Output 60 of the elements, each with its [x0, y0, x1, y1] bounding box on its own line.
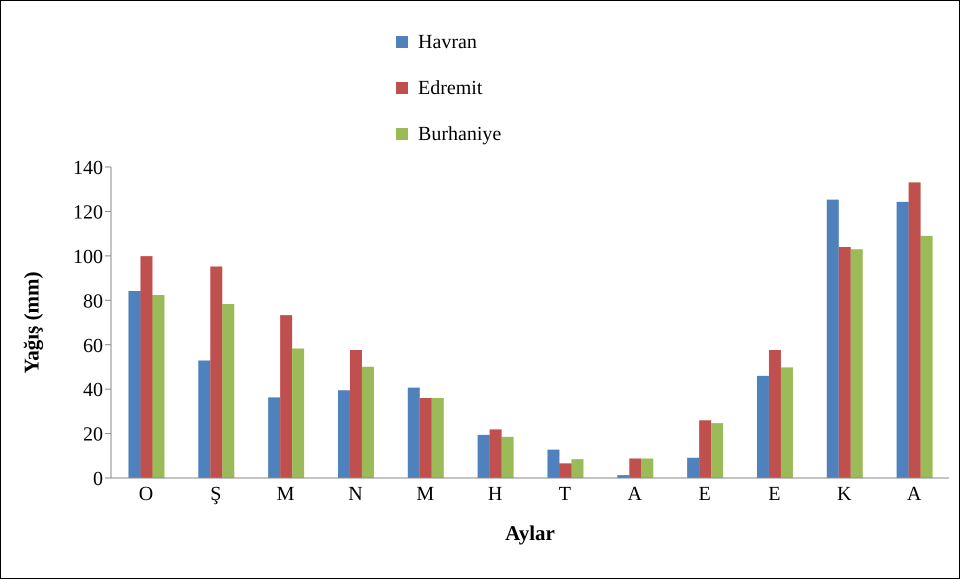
bar — [478, 434, 490, 478]
bar — [641, 458, 654, 478]
bar — [908, 182, 921, 478]
bar — [420, 398, 432, 478]
bar — [338, 390, 350, 478]
x-tick-label: M — [276, 483, 295, 506]
bar — [826, 200, 839, 478]
x-tick-label: K — [837, 483, 852, 506]
y-tick-label: 120 — [73, 202, 103, 224]
x-axis-title: Aylar — [505, 521, 555, 545]
x-tick-label: N — [348, 483, 363, 506]
bar — [292, 348, 304, 478]
bar — [756, 376, 769, 478]
bar — [896, 202, 909, 478]
bar — [629, 458, 642, 478]
bar — [699, 420, 712, 478]
x-tick-label: E — [768, 483, 781, 506]
bar — [432, 398, 444, 478]
bar — [687, 458, 700, 478]
bar — [780, 367, 793, 478]
bar — [222, 304, 234, 478]
bar — [547, 450, 560, 478]
bar — [152, 294, 164, 478]
x-tick-label: Ş — [210, 483, 222, 506]
bar — [490, 429, 502, 478]
bar — [128, 290, 140, 478]
bar — [571, 459, 584, 478]
bar — [711, 423, 724, 478]
bar — [408, 388, 420, 478]
bar — [210, 266, 222, 478]
bar — [502, 436, 514, 478]
x-tick-label: O — [138, 483, 154, 506]
bar — [768, 350, 781, 478]
y-tick-label: 100 — [73, 246, 103, 268]
x-tick-label: M — [416, 483, 434, 506]
bar — [140, 256, 152, 478]
y-tick-label: 0 — [93, 468, 103, 490]
legend-label: Havran — [418, 30, 477, 54]
y-tick-label: 60 — [83, 334, 103, 357]
legend-label: Burhaniye — [418, 122, 502, 146]
bar — [850, 249, 863, 478]
x-tick-label: H — [488, 483, 502, 506]
y-tick-label: 80 — [83, 290, 103, 312]
bar — [559, 463, 572, 478]
bar — [268, 397, 280, 478]
x-tick-label: A — [906, 483, 922, 506]
bar — [838, 246, 851, 478]
y-tick-label: 20 — [83, 424, 103, 446]
y-tick-label: 140 — [73, 157, 103, 180]
bar — [920, 236, 933, 478]
bar — [362, 366, 374, 478]
bar — [350, 350, 362, 478]
y-axis-title: Yağış (mm) — [19, 271, 44, 374]
bar — [198, 360, 210, 478]
legend-label: Edremit — [418, 76, 482, 100]
x-tick-label: A — [628, 483, 643, 506]
bar — [280, 315, 292, 478]
y-tick-label: 40 — [83, 379, 103, 402]
x-tick-label: T — [558, 483, 572, 506]
x-tick-label: E — [698, 483, 711, 506]
